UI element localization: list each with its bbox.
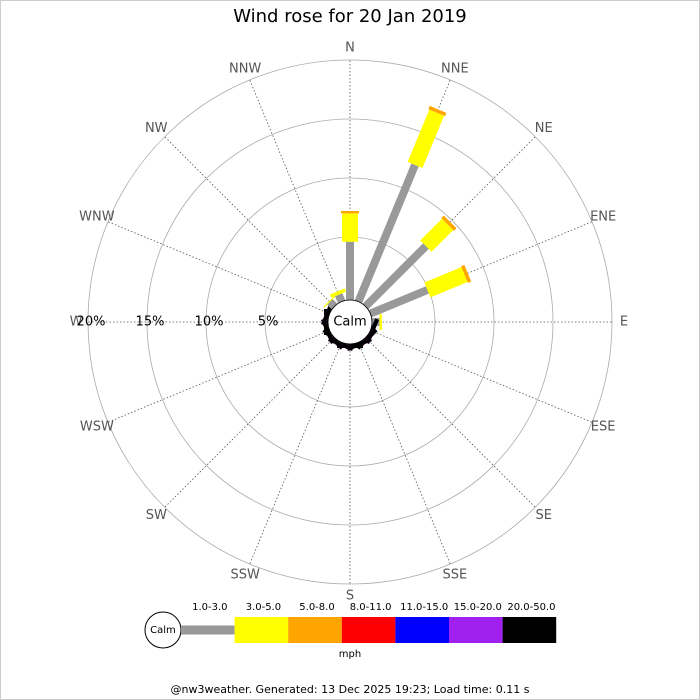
direction-label: ENE: [590, 210, 616, 225]
spoke: [107, 221, 330, 314]
direction-label: E: [620, 315, 628, 330]
spoke: [164, 337, 335, 508]
direction-label: NNE: [441, 61, 469, 76]
legend-label: 15.0-20.0: [454, 602, 502, 613]
footer: @nw3weather. Generated: 13 Dec 2025 19:2…: [171, 683, 530, 696]
wind-bar: [407, 109, 445, 169]
legend-label: 8.0-11.0: [350, 602, 392, 613]
wind-bar: [368, 286, 429, 318]
wind-bar: [461, 264, 472, 283]
direction-label: WNW: [79, 210, 115, 225]
legend-swatch: [341, 617, 396, 643]
wind-bar: [335, 293, 346, 304]
wind-bar: [354, 163, 419, 304]
wind-bar: [327, 299, 338, 310]
wind-bar: [424, 267, 468, 298]
legend-swatch: [234, 617, 289, 643]
spoke: [107, 330, 330, 423]
wind-bar: [323, 295, 336, 308]
direction-label: W: [70, 315, 83, 330]
grid-ring: [146, 118, 554, 526]
legend-swatch: [288, 617, 342, 643]
legend-swatch: [502, 617, 557, 643]
legend-calm-label: Calm: [150, 625, 176, 636]
direction-label: NNW: [229, 61, 261, 76]
spoke: [370, 330, 593, 423]
wind-bar: [441, 215, 457, 231]
legend-swatch: [395, 617, 449, 643]
ring-label: 20%: [77, 315, 106, 330]
direction-label: S: [346, 589, 354, 604]
spoke: [358, 342, 451, 565]
spoke: [249, 342, 342, 565]
legend-swatch: [181, 625, 235, 635]
spoke: [249, 79, 342, 302]
calm-label: Calm: [333, 315, 366, 330]
direction-label: ESE: [591, 419, 616, 434]
legend-label: 11.0-15.0: [400, 602, 448, 613]
calm-circle: [327, 299, 373, 345]
direction-label: NW: [145, 121, 168, 136]
direction-label: WSW: [80, 419, 114, 434]
legend-label: 20.0-50.0: [507, 602, 555, 613]
direction-label: SE: [536, 508, 552, 523]
chart-title: Wind rose for 20 Jan 2019: [233, 6, 467, 27]
wind-bar: [329, 288, 347, 298]
wind-bar: [428, 105, 447, 117]
grid-ring: [87, 59, 613, 585]
unit-label: mph: [339, 649, 361, 660]
direction-label: SW: [146, 508, 167, 523]
legend-label: 3.0-5.0: [246, 602, 281, 613]
direction-label: NE: [535, 121, 553, 136]
ring-label: 5%: [258, 315, 279, 330]
direction-label: SSE: [442, 568, 467, 583]
legend-label: 1.0-3.0: [192, 602, 227, 613]
legend-label: 5.0-8.0: [299, 602, 334, 613]
spoke: [365, 337, 536, 508]
grid-ring: [205, 177, 495, 467]
legend-swatch: [449, 617, 503, 643]
spoke: [164, 136, 335, 307]
wind-bar: [321, 300, 335, 326]
ring-label: 15%: [136, 315, 165, 330]
ring-label: 10%: [195, 315, 224, 330]
direction-label: SSW: [230, 568, 260, 583]
direction-label: N: [345, 41, 355, 56]
wind-bar: [362, 243, 429, 310]
wind-bar: [420, 218, 454, 252]
